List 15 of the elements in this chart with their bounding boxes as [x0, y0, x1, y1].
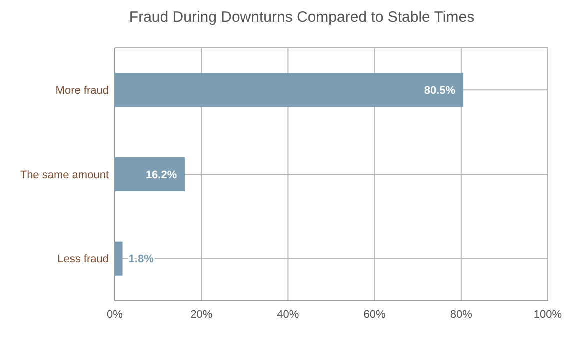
y-tick-label: Less fraud — [58, 254, 109, 266]
x-tick-label: 20% — [190, 309, 213, 321]
x-tick-label: 40% — [277, 309, 300, 321]
bar — [115, 242, 123, 276]
x-tick-label: 60% — [364, 309, 386, 321]
y-tick-label: The same amount — [20, 169, 109, 182]
chart-title: Fraud During Downturns Compared to Stable Times — [129, 9, 475, 26]
bar — [115, 158, 186, 192]
data-label: 16.2% — [146, 169, 178, 182]
x-tick-label: 100% — [534, 309, 562, 321]
data-label: 80.5% — [424, 85, 456, 98]
x-tick-label: 80% — [450, 309, 473, 321]
bar — [115, 73, 464, 108]
y-tick-label: More fraud — [56, 85, 109, 98]
x-tick-label: 0% — [107, 309, 124, 321]
